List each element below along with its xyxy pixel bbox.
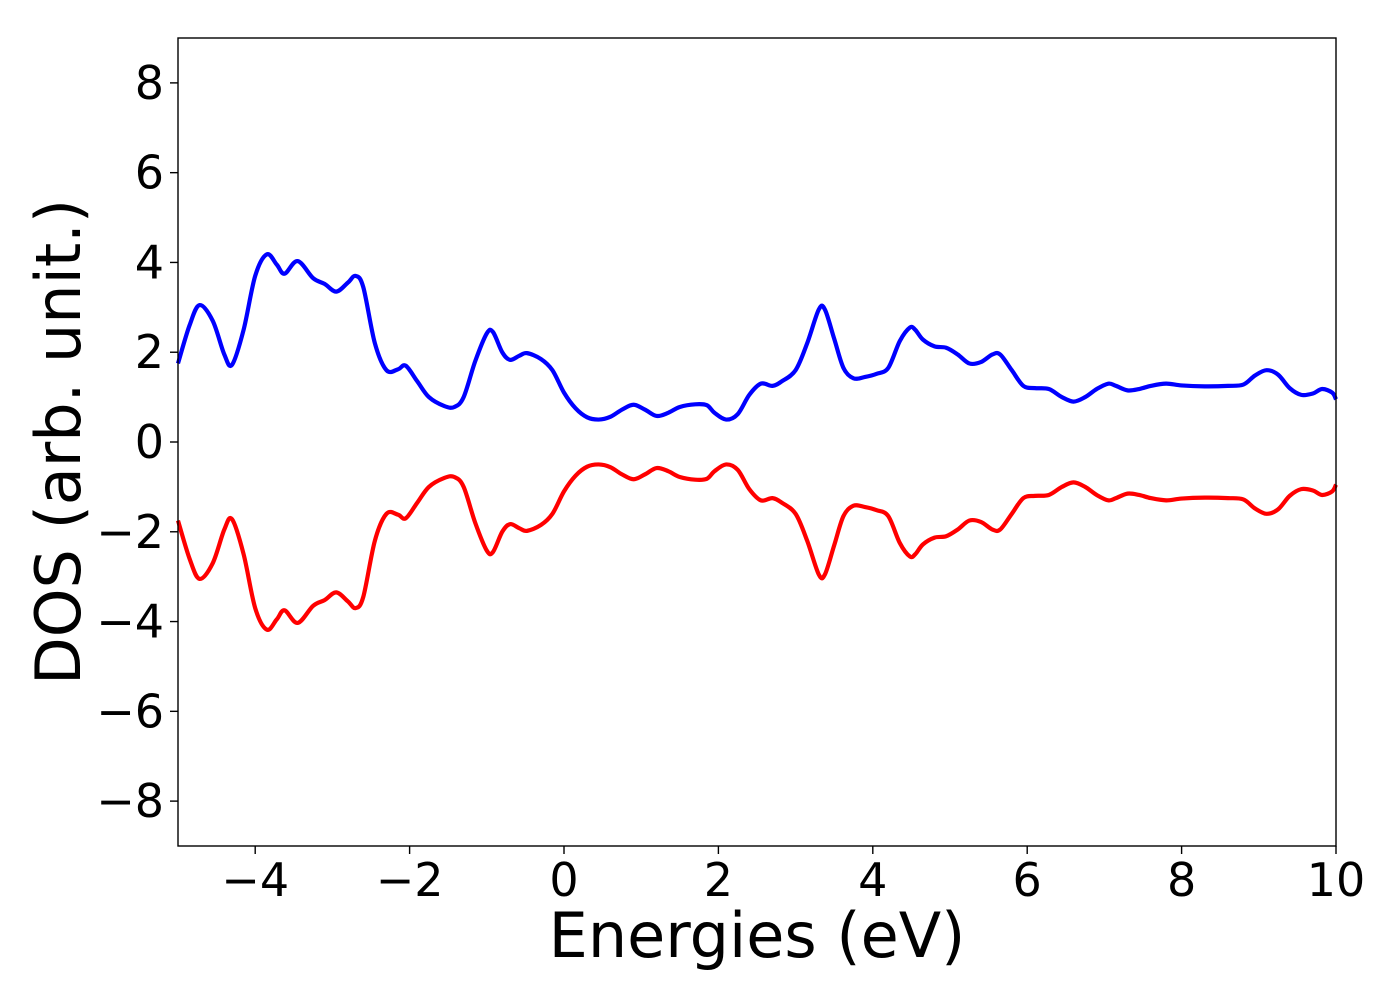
- y-tick-label: 4: [135, 235, 164, 289]
- x-tick-label: 10: [1307, 853, 1366, 907]
- x-tick-label: −4: [221, 853, 289, 907]
- x-axis: −4 −2 0 2 4 6 8 10: [221, 846, 1365, 907]
- y-tick-label: 0: [135, 415, 164, 469]
- x-axis-title: Energies (eV): [549, 899, 966, 972]
- x-tick-label: 2: [704, 853, 733, 907]
- y-tick-label: 8: [135, 56, 164, 110]
- y-tick-label: −2: [96, 505, 164, 559]
- x-tick-label: 8: [1167, 853, 1196, 907]
- x-tick-label: 0: [549, 853, 578, 907]
- series-line-spin-down: [175, 462, 1338, 632]
- x-tick-label: 4: [858, 853, 887, 907]
- series-line-spin-up: [175, 252, 1338, 422]
- series-layer: [175, 252, 1338, 632]
- y-tick-label: −6: [96, 684, 164, 738]
- y-tick-label: 2: [135, 325, 164, 379]
- y-tick-label: 6: [135, 146, 164, 200]
- y-tick-label: −8: [96, 774, 164, 828]
- y-axis-title: DOS (arb. unit.): [22, 199, 95, 685]
- y-tick-label: −4: [96, 595, 164, 649]
- y-axis: −8 −6 −4 −2 0 2 4 6 8: [96, 56, 178, 828]
- x-tick-label: 6: [1013, 853, 1042, 907]
- x-tick-label: −2: [376, 853, 444, 907]
